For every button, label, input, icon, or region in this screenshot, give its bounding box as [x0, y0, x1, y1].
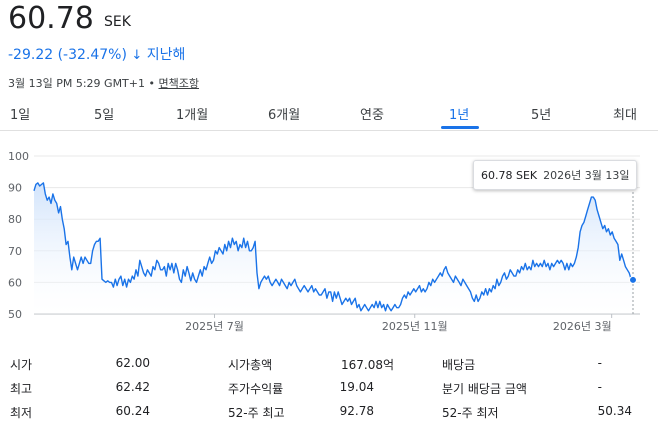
x-tick-label: 2025년 7월: [185, 320, 244, 333]
stat-dividend-value: -: [597, 356, 602, 370]
change-period: 지난해: [146, 47, 186, 63]
price-change: -29.22 (-32.47%) ↓ 지난해: [8, 44, 185, 64]
quote-meta: 3월 13일 PM 5:29 GMT+1 • 면책조항: [8, 75, 199, 91]
arrow-down-icon: ↓: [131, 48, 143, 63]
range-tabs: 1일 5일 1개월 6개월 연중 1년 5년 최대: [0, 100, 658, 130]
stat-high-label: 최고: [10, 382, 33, 396]
y-tick-label: 60: [8, 276, 22, 289]
stat-52w-high-label: 52-주 최고: [228, 406, 285, 420]
stat-open-label: 시가: [10, 358, 33, 372]
price-tooltip: 60.78 SEK 2026년 3월 13일: [473, 160, 638, 190]
tabs-divider: [0, 130, 658, 131]
stat-open-value: 62.00: [115, 356, 150, 370]
stat-52w-low-label: 52-주 최저: [442, 406, 499, 420]
active-tab-indicator: [441, 126, 479, 129]
stat-qdividend-label: 분기 배당금 금액: [442, 382, 527, 396]
y-tick-label: 50: [8, 308, 22, 321]
disclaimer-link[interactable]: 면책조항: [158, 77, 199, 90]
quote-timestamp: 3월 13일 PM 5:29 GMT+1: [8, 77, 145, 90]
stat-low-value: 60.24: [115, 404, 150, 418]
tab-6m[interactable]: 6개월: [268, 108, 301, 123]
tab-1m[interactable]: 1개월: [176, 108, 209, 123]
stat-pe-label: 주가수익률: [228, 382, 284, 396]
currency-label: SEK: [104, 14, 131, 30]
stat-52w-low-value: 50.34: [597, 404, 632, 418]
tab-1y[interactable]: 1년: [449, 108, 470, 123]
tab-max[interactable]: 최대: [613, 108, 637, 123]
tab-5d[interactable]: 5일: [94, 108, 115, 123]
tooltip-price: 60.78 SEK: [481, 169, 538, 182]
stat-low-label: 최저: [10, 406, 33, 420]
current-price: 60.78: [8, 1, 94, 36]
y-tick-label: 70: [8, 245, 22, 258]
y-tick-label: 80: [8, 213, 22, 226]
stat-dividend-label: 배당금: [442, 358, 476, 372]
price-line: [33, 182, 634, 312]
meta-separator: •: [148, 77, 156, 90]
tooltip-date: 2026년 3월 13일: [543, 169, 630, 182]
x-tick-label: 2025년 11월: [382, 320, 448, 333]
y-tick-label: 90: [8, 182, 22, 195]
change-value: -29.22 (-32.47%): [8, 47, 127, 63]
stat-qdividend-value: -: [597, 380, 602, 394]
stat-high-value: 62.42: [115, 380, 150, 394]
price-area-fill: [34, 182, 633, 314]
y-tick-label: 100: [8, 150, 29, 163]
tab-1d[interactable]: 1일: [10, 108, 31, 123]
current-price-point[interactable]: [629, 275, 637, 284]
stat-mktcap-value: 167.08억: [340, 358, 394, 372]
price-chart[interactable]: 100 90 80 70 60 50 2025년 7월 2025년 11월 2026년 3월: [0, 140, 658, 340]
x-tick-label: 2026년 3월: [553, 320, 612, 333]
tab-5y[interactable]: 5년: [531, 108, 552, 123]
stat-52w-high-value: 92.78: [339, 404, 374, 418]
stat-pe-value: 19.04: [339, 380, 374, 394]
tab-ytd[interactable]: 연중: [360, 108, 384, 123]
stat-mktcap-label: 시가총액: [228, 358, 273, 372]
